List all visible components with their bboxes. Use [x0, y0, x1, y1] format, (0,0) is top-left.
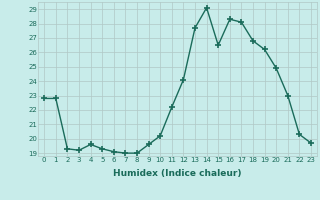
X-axis label: Humidex (Indice chaleur): Humidex (Indice chaleur) — [113, 169, 242, 178]
